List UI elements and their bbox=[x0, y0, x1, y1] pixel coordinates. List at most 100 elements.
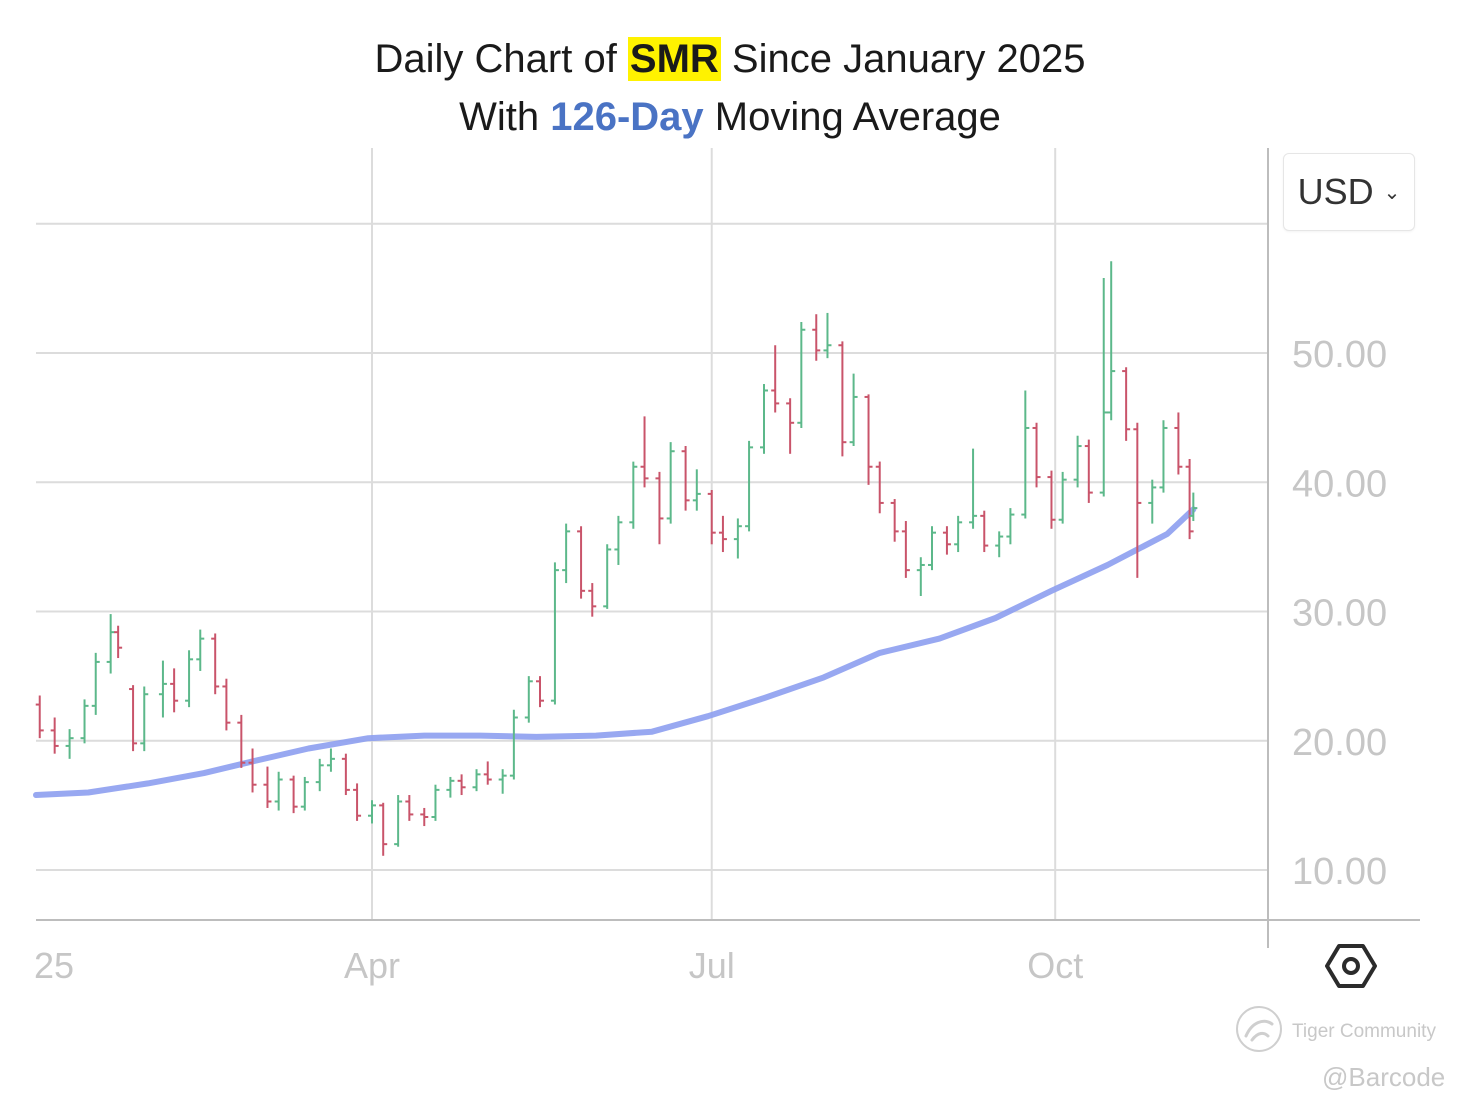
ohlc-bar bbox=[1058, 471, 1067, 524]
ohlc-bar bbox=[760, 384, 768, 454]
ohlc-bar bbox=[1006, 508, 1015, 545]
title-suffix: Since January 2025 bbox=[720, 37, 1086, 81]
ohlc-bar bbox=[524, 676, 533, 723]
ohlc-bar bbox=[733, 518, 742, 559]
ohlc-bar bbox=[394, 795, 403, 847]
ohlc-bar bbox=[248, 748, 257, 793]
ohlc-bar bbox=[65, 729, 74, 759]
ohlc-bar bbox=[289, 775, 298, 814]
ohlc-bar bbox=[901, 521, 910, 578]
ohlc-bar bbox=[823, 312, 832, 359]
ohlc-bar bbox=[1099, 278, 1108, 497]
gear-hexagon-icon[interactable] bbox=[1325, 940, 1377, 992]
ohlc-bar bbox=[353, 783, 362, 821]
ohlc-bar bbox=[196, 629, 205, 671]
y-tick-label: 30.00 bbox=[1292, 593, 1387, 635]
ohlc-bar bbox=[1159, 420, 1168, 493]
ohlc-bar bbox=[588, 583, 597, 617]
ohlc-bar bbox=[655, 471, 664, 545]
ohlc-bar bbox=[1122, 367, 1131, 441]
ohlc-bar bbox=[35, 695, 44, 739]
ohlc-bar bbox=[718, 515, 727, 553]
ohlc-bar bbox=[170, 668, 179, 713]
ohlc-bar bbox=[114, 625, 123, 659]
ohlc-bar bbox=[954, 515, 963, 553]
ohlc-bar bbox=[849, 373, 858, 447]
ohlc-bar bbox=[1133, 422, 1142, 578]
ohlc-bar bbox=[1073, 435, 1082, 488]
tiger-logo-icon bbox=[1234, 1004, 1284, 1059]
ohlc-bar bbox=[1047, 470, 1056, 529]
ohlc-bar bbox=[1189, 492, 1198, 522]
ohlc-bar bbox=[50, 717, 59, 754]
ohlc-bar bbox=[614, 515, 623, 565]
ohlc-bar bbox=[942, 526, 951, 555]
ohlc-bar bbox=[446, 776, 455, 798]
ohlc-bar bbox=[472, 769, 481, 792]
ohlc-bar bbox=[140, 686, 149, 752]
ohlc-bar bbox=[875, 461, 884, 514]
ohlc-bar bbox=[562, 523, 571, 584]
ohlc-bar bbox=[431, 784, 440, 821]
watermark: Tiger Community bbox=[1234, 1004, 1436, 1059]
ohlc-bar bbox=[1084, 439, 1093, 503]
ohlc-bar bbox=[341, 753, 350, 796]
ohlc-bar bbox=[263, 766, 272, 808]
ohlc-bar bbox=[864, 394, 873, 485]
x-tick-label: Oct bbox=[1027, 945, 1083, 986]
ohlc-bar bbox=[1107, 261, 1116, 421]
ohlc-bar bbox=[890, 499, 899, 542]
y-tick-label: 40.00 bbox=[1292, 463, 1387, 505]
ohlc-bar bbox=[498, 769, 507, 794]
chart-title: Daily Chart of SMR Since January 2025 Wi… bbox=[0, 30, 1460, 146]
ohlc-bar bbox=[786, 398, 795, 454]
ticker-symbol: SMR bbox=[627, 37, 721, 81]
ohlc-bar bbox=[838, 341, 847, 457]
ohlc-bar bbox=[681, 446, 690, 511]
ohlc-bar bbox=[1174, 412, 1183, 475]
ohlc-bar bbox=[640, 416, 649, 488]
ohlc-bar bbox=[420, 807, 429, 827]
x-tick-label: Apr bbox=[344, 945, 400, 986]
ohlc-bar bbox=[797, 321, 806, 428]
ohlc-bar bbox=[211, 633, 220, 695]
ohlc-bar bbox=[980, 510, 989, 553]
ohlc-bar bbox=[692, 469, 701, 511]
ohlc-bar bbox=[274, 771, 283, 811]
ohlc-bar bbox=[129, 685, 138, 752]
currency-dropdown[interactable]: USD ⌄ bbox=[1283, 153, 1415, 231]
ohlc-bar bbox=[1021, 390, 1030, 519]
currency-label: USD bbox=[1297, 171, 1374, 212]
ohlc-bar bbox=[969, 448, 978, 529]
ohlc-bar bbox=[106, 614, 115, 674]
ohlc-bar bbox=[315, 758, 324, 792]
watermark-brand: Tiger Community bbox=[1292, 1020, 1436, 1042]
subtitle-prefix: With bbox=[459, 95, 551, 139]
ohlc-bar bbox=[158, 660, 167, 718]
ohlc-bar bbox=[326, 748, 335, 772]
ohlc-bar bbox=[603, 544, 612, 609]
watermark-handle: @Barcode bbox=[1322, 1062, 1446, 1092]
ohlc-bar bbox=[916, 557, 925, 596]
subtitle-suffix: Moving Average bbox=[703, 95, 1001, 139]
ohlc-bar bbox=[1032, 422, 1041, 488]
ohlc-bar bbox=[707, 490, 716, 545]
moving-average-label: 126-Day bbox=[550, 95, 704, 139]
x-tick-label: Jul bbox=[689, 945, 735, 986]
title-prefix: Daily Chart of bbox=[374, 37, 628, 81]
y-tick-label: 20.00 bbox=[1292, 722, 1387, 764]
ohlc-bar bbox=[237, 714, 246, 768]
ohlc-bar bbox=[300, 776, 309, 811]
ohlc-bar bbox=[771, 345, 780, 413]
ohlc-bar bbox=[550, 562, 559, 705]
moving-average-line bbox=[33, 506, 1197, 798]
ohlc-bar bbox=[483, 761, 492, 785]
ohlc-bar bbox=[222, 678, 231, 731]
ohlc-bar bbox=[368, 800, 376, 824]
ohlc-bar bbox=[666, 442, 675, 524]
ohlc-bar bbox=[405, 795, 414, 821]
ohlc-bar bbox=[185, 650, 194, 708]
ohlc-bar bbox=[1185, 458, 1194, 540]
chart-title-line-2: With 126-Day Moving Average bbox=[0, 88, 1460, 146]
